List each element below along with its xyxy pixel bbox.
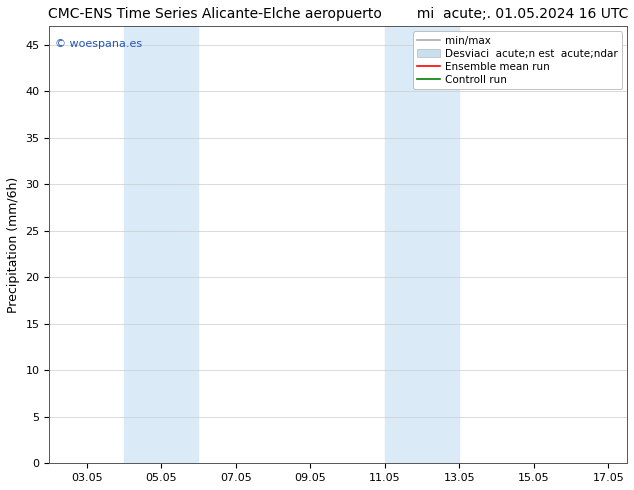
Bar — [124, 26, 198, 464]
Bar — [385, 26, 459, 464]
Text: © woespana.es: © woespana.es — [55, 39, 142, 49]
Title: CMC-ENS Time Series Alicante-Elche aeropuerto        mi  acute;. 01.05.2024 16 U: CMC-ENS Time Series Alicante-Elche aerop… — [48, 7, 628, 21]
Y-axis label: Precipitation (mm/6h): Precipitation (mm/6h) — [7, 177, 20, 313]
Legend: min/max, Desviaci  acute;n est  acute;ndar, Ensemble mean run, Controll run: min/max, Desviaci acute;n est acute;ndar… — [413, 31, 622, 89]
